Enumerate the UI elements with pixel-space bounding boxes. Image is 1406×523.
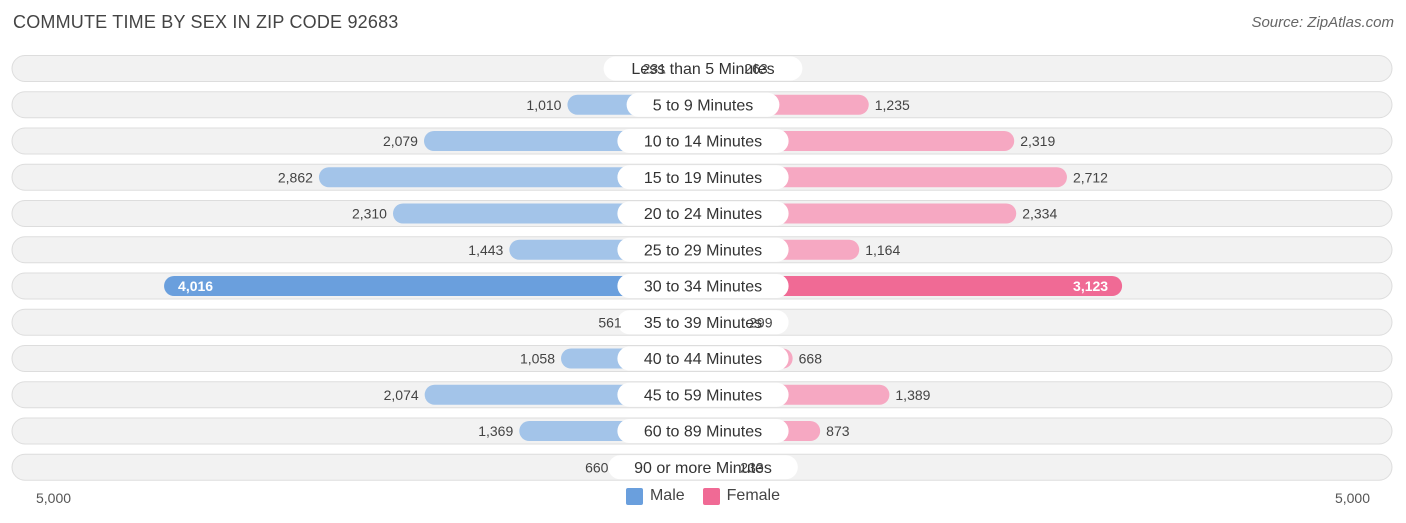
female-value-label: 2,334 — [1022, 206, 1057, 222]
category-label-bg — [617, 129, 789, 153]
category-label: 25 to 29 Minutes — [644, 242, 762, 259]
female-value-label: 263 — [744, 61, 768, 77]
female-value-label: 1,389 — [895, 387, 930, 403]
chart-source: Source: ZipAtlas.com — [1251, 14, 1394, 31]
axis-left-label: 5,000 — [36, 490, 72, 506]
female-value-label: 1,235 — [875, 97, 910, 113]
female-value-label: 873 — [826, 423, 850, 439]
category-label: Less than 5 Minutes — [631, 61, 774, 78]
female-value-label: 233 — [740, 459, 764, 475]
category-label: 5 to 9 Minutes — [653, 97, 754, 114]
category-label: 40 to 44 Minutes — [644, 351, 762, 368]
female-value-label: 3,123 — [1073, 278, 1108, 294]
category-label-bg — [626, 92, 780, 117]
category-label-bg — [608, 455, 798, 480]
male-bar — [318, 167, 703, 188]
male-value-label: 1,058 — [520, 351, 555, 367]
category-label: 90 or more Minutes — [634, 460, 772, 477]
male-value-label: 1,443 — [468, 242, 503, 258]
category-label-bg — [617, 346, 789, 371]
category-label: 20 to 24 Minutes — [644, 206, 762, 223]
male-swatch — [625, 487, 643, 505]
male-value-label: 2,074 — [384, 387, 419, 403]
female-value-label: 1,164 — [865, 242, 900, 258]
legend-item-female[interactable]: Female — [702, 487, 781, 505]
legend-item-male[interactable]: Male — [625, 487, 685, 505]
male-value-label: 660 — [585, 459, 609, 475]
legend: Male Female — [0, 487, 1406, 505]
category-label: 10 to 14 Minutes — [644, 134, 762, 151]
male-value-label: 1,010 — [526, 97, 561, 113]
category-label-bg — [617, 274, 789, 298]
category-label-bg — [617, 419, 789, 443]
category-label: 60 to 89 Minutes — [644, 424, 762, 441]
category-label-bg — [617, 310, 789, 335]
chart-title: COMMUTE TIME BY SEX IN ZIP CODE 92683 — [13, 12, 399, 32]
category-label: 15 to 19 Minutes — [644, 170, 762, 187]
legend-female-label: Female — [726, 487, 781, 504]
category-label: 30 to 34 Minutes — [644, 279, 762, 296]
female-value-label: 668 — [799, 351, 823, 367]
category-label-bg — [617, 237, 789, 262]
male-value-label: 2,079 — [383, 133, 418, 149]
category-label-bg — [603, 56, 803, 81]
male-value-label: 231 — [643, 61, 667, 77]
female-value-label: 2,712 — [1073, 169, 1108, 185]
male-value-label: 4,016 — [178, 278, 213, 294]
male-value-label: 1,369 — [478, 423, 513, 439]
male-value-label: 561 — [598, 314, 622, 330]
male-value-label: 2,862 — [278, 169, 313, 185]
category-label-bg — [617, 201, 789, 226]
male-bar — [164, 276, 703, 296]
category-label-bg — [617, 382, 789, 407]
category-label-bg — [617, 165, 789, 190]
female-swatch — [702, 487, 720, 505]
female-value-label: 2,319 — [1020, 133, 1055, 149]
female-bar — [703, 167, 1067, 188]
category-label: 35 to 39 Minutes — [644, 315, 762, 332]
female-value-label: 299 — [749, 314, 773, 330]
legend-male-label: Male — [649, 487, 685, 504]
category-label: 45 to 59 Minutes — [644, 387, 762, 404]
male-value-label: 2,310 — [352, 206, 387, 222]
axis-right-label: 5,000 — [1334, 490, 1370, 506]
female-bar — [703, 276, 1123, 296]
